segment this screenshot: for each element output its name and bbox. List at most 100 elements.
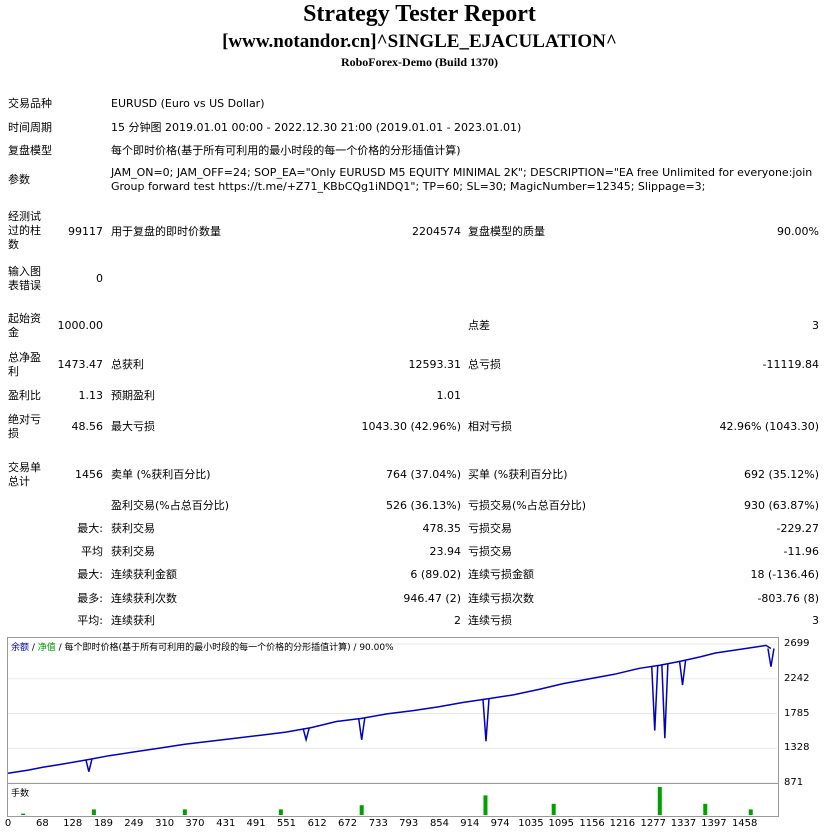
gross-loss-value: -11119.84 (762, 358, 819, 371)
x-tick-label: 431 (216, 818, 236, 829)
x-tick-label: 612 (307, 818, 327, 829)
x-tick-label: 128 (63, 818, 83, 829)
volume-bar (359, 805, 364, 815)
y-tick-label: 1328 (784, 742, 810, 754)
avg-loss-label: 亏损交易 (468, 545, 512, 558)
volume-label: 手数 (11, 789, 30, 799)
x-tick-label: 1397 (701, 818, 727, 829)
max-drawdown-label: 最大亏损 (111, 420, 155, 433)
x-tick-label: 551 (276, 818, 296, 829)
avg-consec-win-label: 连续获利 (111, 614, 155, 627)
x-tick-label: 249 (124, 818, 144, 829)
volume-bar (483, 795, 488, 815)
max-consec-win-value: 6 (89.02) (410, 568, 461, 581)
max-prefix: 最大: (77, 568, 103, 581)
drawdown-spike (302, 728, 310, 743)
x-tick-label: 672 (337, 818, 358, 829)
drawdown-spike (482, 698, 490, 742)
avg-consec-loss-label: 连续亏损 (468, 614, 512, 627)
x-tick-label: 0 (4, 818, 12, 829)
ticks-value: 2204574 (412, 225, 461, 238)
drawdown-spike (678, 660, 687, 686)
params-value: JAM_ON=0; JAM_OFF=24; SOP_EA="Only EURUS… (111, 166, 813, 193)
avg-consec-loss-value: 3 (812, 614, 819, 627)
legend-description: / 每个即时价格(基于所有可利用的最小时段的每一个价格的分形插值计算) / 90… (55, 643, 394, 653)
quality-label: 复盘模型的质量 (468, 225, 545, 238)
total-trades-label: 交易单总计 (8, 461, 41, 488)
largest-win-label: 获利交易 (111, 522, 155, 535)
x-tick-label: 1216 (609, 818, 636, 829)
max-drawdown-value: 1043.30 (42.96%) (361, 420, 461, 433)
most-consec-win-value: 946.47 (2) (403, 592, 461, 605)
volume-bar (551, 803, 556, 815)
expected-payoff-label: 预期盈利 (111, 389, 155, 402)
drawdown-spike (650, 665, 659, 731)
balance-chart (7, 643, 777, 784)
most-consec-loss-value: -803.76 (8) (757, 592, 819, 605)
drawdown-spike (85, 759, 93, 772)
x-tick-label: 68 (35, 818, 49, 829)
loss-trades-value: 930 (63.87%) (743, 499, 819, 512)
errors-label: 输入图表错误 (8, 265, 41, 292)
legend-equity: 净值 (37, 643, 56, 653)
model-label: 复盘模型 (8, 144, 52, 157)
x-tick-label: 1337 (670, 818, 697, 829)
abs-drawdown-value: 48.56 (71, 420, 104, 433)
volume-bar (91, 809, 96, 815)
largest-loss-value: -229.27 (776, 522, 819, 535)
balance-chart-area (7, 637, 779, 786)
net-profit-value: 1473.47 (57, 358, 104, 371)
report-title: Strategy Tester Report (303, 1, 536, 27)
abs-drawdown-label: 绝对亏损 (8, 413, 41, 440)
x-tick-label: 1035 (518, 818, 544, 829)
largest-loss-label: 亏损交易 (468, 522, 512, 535)
long-positions-label: 买单 (%获利百分比) (468, 468, 568, 481)
largest-win-value: 478.35 (422, 522, 462, 535)
x-tick-label: 189 (93, 818, 114, 829)
x-tick-label: 370 (185, 818, 205, 829)
average-prefix: 平均 (81, 545, 103, 558)
volume-bar (657, 787, 662, 815)
period-label: 时间周期 (8, 121, 52, 134)
ticks-label: 用于复盘的即时价数量 (111, 225, 221, 238)
drawdown-spike (767, 648, 775, 667)
y-tick-label: 871 (784, 777, 804, 788)
avg-win-label: 获利交易 (111, 545, 155, 558)
balance-line (7, 644, 772, 774)
loss-trades-label: 亏损交易(%占总百分比) (468, 499, 587, 512)
y-tick-label: 2242 (784, 672, 810, 684)
drawdown-spike (357, 718, 366, 740)
short-positions-label: 卖单 (%获利百分比) (111, 468, 211, 481)
x-tick-label: 733 (368, 818, 388, 829)
volume-bar (21, 813, 26, 815)
most-consec-win-label: 连续获利次数 (111, 592, 177, 605)
x-tick-label: 914 (460, 818, 480, 829)
x-tick-label: 310 (155, 818, 175, 829)
x-tick-label: 793 (399, 818, 419, 829)
volume-chart-area (7, 783, 779, 817)
gross-loss-label: 总亏损 (468, 358, 501, 371)
bars-value: 99117 (68, 225, 103, 238)
short-positions-value: 764 (37.04%) (385, 468, 461, 481)
deposit-value: 1000.00 (57, 319, 104, 332)
period-value: 15 分钟图 2019.01.01 00:00 - 2022.12.30 21:… (111, 121, 522, 134)
legend-balance: 余额 (11, 643, 30, 653)
net-profit-label: 总净盈利 (8, 351, 41, 378)
rel-drawdown-label: 相对亏损 (468, 420, 512, 433)
x-tick-label: 1277 (640, 818, 666, 829)
x-tick-label: 1095 (548, 818, 574, 829)
y-tick-label: 1785 (784, 707, 810, 719)
avg-win-value: 23.94 (429, 545, 462, 558)
params-label: 参数 (8, 173, 30, 186)
max-consec-loss-label: 连续亏损金额 (468, 568, 534, 581)
largest-prefix: 最大: (77, 522, 103, 535)
spread-value: 3 (812, 319, 819, 332)
chart-legend: 余额 / 净值 / 每个即时价格(基于所有可利用的最小时段的每一个价格的分形插值… (11, 640, 394, 653)
deposit-label: 起始资金 (8, 312, 41, 339)
max-consec-loss-value: 18 (-136.46) (750, 568, 819, 581)
rel-drawdown-value: 42.96% (1043.30) (719, 420, 819, 433)
x-tick-label: 854 (429, 818, 450, 829)
avg-consec-win-value: 2 (454, 614, 461, 627)
max-consec-win-label: 连续获利金额 (111, 568, 177, 581)
volume-bar (278, 809, 283, 815)
